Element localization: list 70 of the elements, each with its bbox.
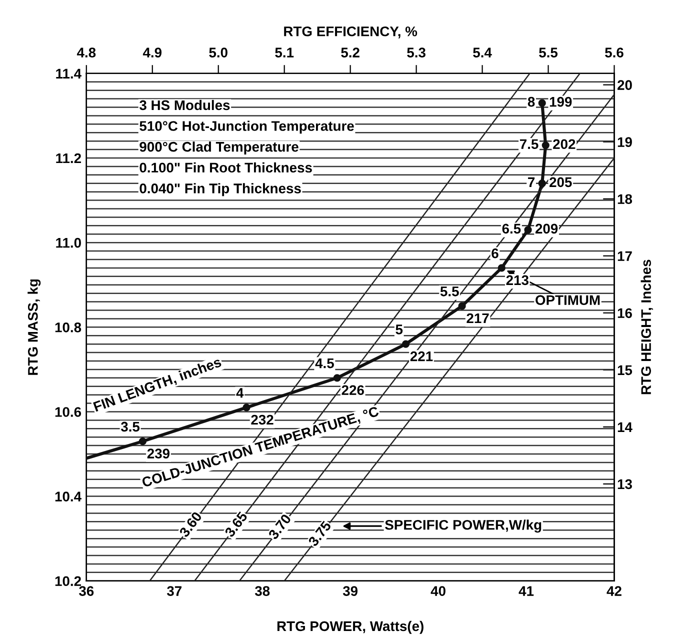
- annotation: 7.5: [520, 139, 538, 150]
- annotation: 205: [550, 177, 572, 188]
- y2-tick-label: 15: [618, 365, 632, 376]
- x2-tick-label: 5.0: [209, 48, 228, 58]
- annotation: 0.100" Fin Root Thickness: [140, 162, 312, 173]
- annotation: 8: [528, 96, 535, 107]
- annotation: 0.040" Fin Tip Thickness: [140, 183, 301, 196]
- annotation: 3.5: [120, 422, 140, 432]
- annotation: 209: [535, 224, 558, 234]
- annotation: 221: [410, 351, 433, 362]
- point: [538, 99, 546, 107]
- annotation: 202: [553, 139, 576, 150]
- annotation: 6: [492, 248, 498, 258]
- point: [538, 180, 546, 188]
- annotation: 3 HS Modules: [140, 100, 230, 110]
- y2-tick-label: 14: [618, 422, 632, 432]
- annotation: 5.5: [440, 286, 459, 296]
- annotation: 4.5: [315, 358, 334, 368]
- y-tick-label: 10.2: [55, 576, 81, 586]
- x2-tick-label: 5.2: [341, 48, 360, 58]
- annotation: 900°C Clad Temperature: [140, 142, 298, 154]
- y2-tick-label: 17: [618, 251, 632, 261]
- annotation: 199: [550, 96, 572, 107]
- x2-tick-label: 5.1: [275, 48, 294, 58]
- x2-axis-title: RTG EFFICIENCY, %: [284, 26, 418, 38]
- y-tick-label: 10.8: [55, 322, 82, 332]
- point: [458, 302, 466, 310]
- point: [402, 340, 410, 348]
- annotation: 6.5: [502, 224, 521, 234]
- y2-tick-label: 18: [618, 194, 632, 204]
- x-tick-label: 42: [606, 586, 622, 596]
- y-axis-title: RTG MASS, kg: [28, 279, 41, 375]
- y-tick-label: 10.6: [55, 407, 82, 417]
- y2-tick-label: 20: [618, 80, 632, 90]
- x-tick-label: 39: [342, 586, 358, 596]
- x-axis-title: RTG POWER, Watts(e): [277, 620, 424, 634]
- annotation: 7: [528, 177, 535, 187]
- x-tick-label: 40: [430, 586, 446, 596]
- annotation: OPTIMUM: [536, 295, 600, 306]
- point: [542, 141, 550, 150]
- x-tick-label: 37: [166, 586, 182, 596]
- y-tick-label: 11.4: [56, 68, 82, 78]
- annotation: 226: [342, 385, 364, 396]
- annotation: SPECIFIC POWER,W/kg: [385, 520, 542, 533]
- annotation: 5: [396, 324, 403, 334]
- point: [138, 438, 147, 446]
- annotation: 217: [466, 313, 489, 324]
- y2-tick-label: 13: [618, 479, 632, 490]
- x2-tick-label: 5.4: [473, 48, 492, 58]
- annotation: 510°C Hot-Junction Temperature: [140, 120, 354, 134]
- x2-tick-label: 4.8: [76, 48, 96, 58]
- x-tick-label: 41: [518, 586, 534, 596]
- x2-tick-label: 5.3: [407, 48, 426, 58]
- y2-axis-title: RTG HEIGHT, Inches: [640, 260, 654, 394]
- y-tick-label: 11.2: [56, 153, 81, 164]
- x-tick-label: 38: [254, 586, 270, 596]
- y2-tick-label: 19: [618, 137, 632, 148]
- y-tick-label: 10.4: [55, 492, 82, 502]
- x-tick-label: 36: [78, 586, 94, 596]
- x2-tick-label: 5.5: [539, 48, 558, 58]
- annotation: 213: [506, 275, 528, 286]
- annotation: 4: [236, 388, 244, 398]
- point: [524, 226, 532, 234]
- x2-tick-label: 4.9: [142, 48, 162, 58]
- y-tick-label: 11.0: [56, 238, 81, 248]
- point: [333, 374, 341, 382]
- point: [242, 404, 250, 412]
- y2-tick-label: 16: [618, 308, 632, 318]
- x2-tick-label: 5.6: [605, 48, 624, 58]
- point: [498, 264, 506, 272]
